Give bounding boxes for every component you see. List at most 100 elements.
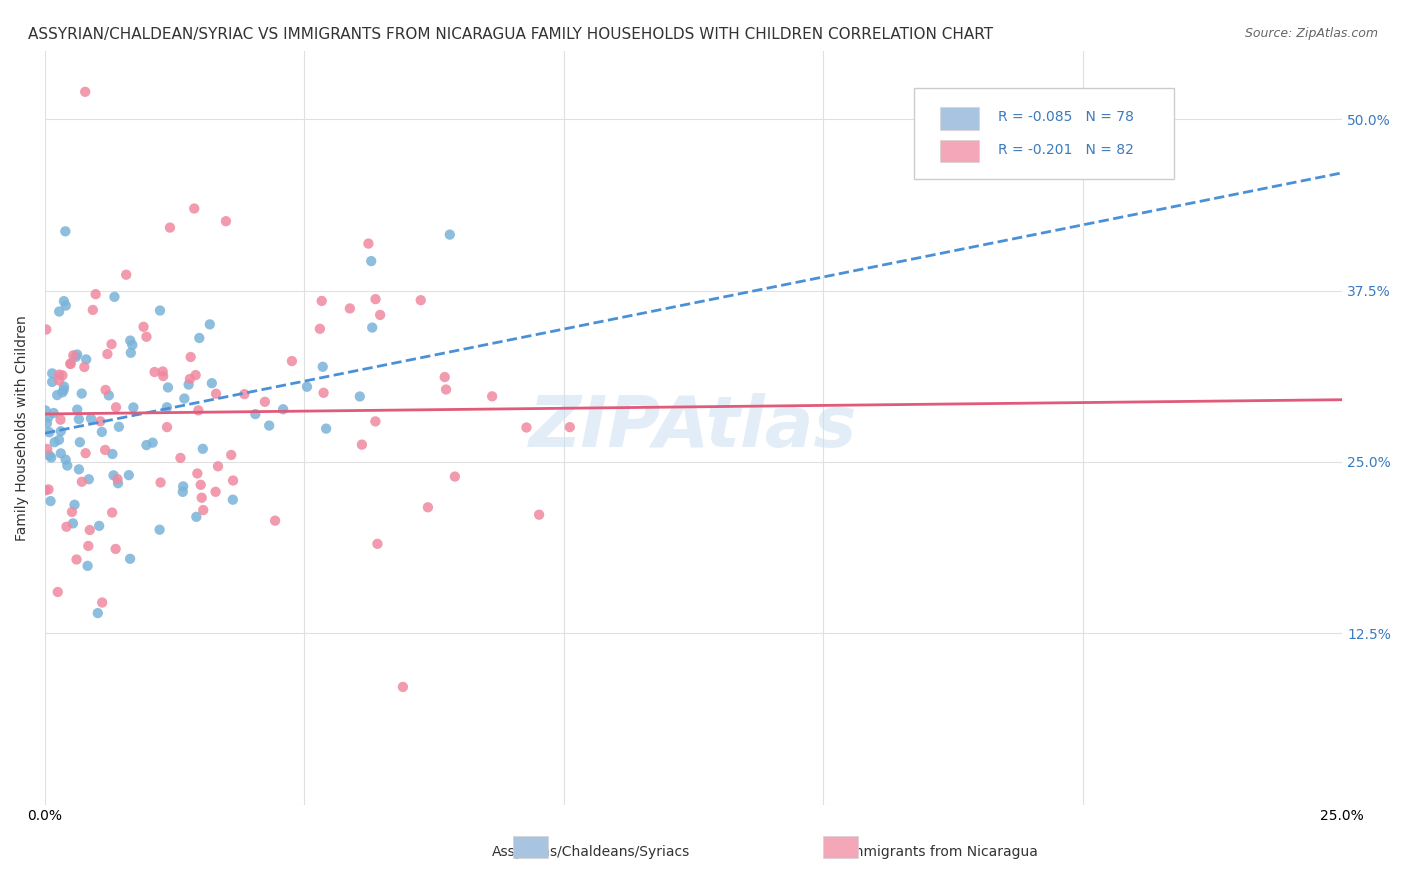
Point — [48, 374, 70, 388]
Point — [188, 331, 211, 345]
Point — [191, 442, 214, 456]
FancyBboxPatch shape — [941, 140, 979, 162]
Point — [89, 414, 111, 428]
Point — [87, 606, 110, 620]
Point — [135, 330, 157, 344]
Point — [121, 338, 143, 352]
Point — [558, 420, 581, 434]
Text: Immigrants from Nicaragua: Immigrants from Nicaragua — [846, 846, 1038, 859]
Point — [118, 468, 141, 483]
Point — [156, 420, 179, 434]
Point — [183, 202, 205, 216]
Point — [152, 364, 174, 378]
Point — [42, 406, 65, 420]
Point — [312, 359, 335, 374]
Point — [77, 539, 100, 553]
Point — [107, 476, 129, 491]
Point — [48, 433, 70, 447]
Point — [219, 448, 242, 462]
Point — [392, 680, 415, 694]
Point — [159, 220, 181, 235]
Point — [180, 350, 202, 364]
Point — [143, 365, 166, 379]
Point — [49, 424, 72, 438]
Point — [67, 462, 90, 476]
Point — [38, 449, 60, 463]
Point — [75, 446, 97, 460]
Point — [48, 304, 70, 318]
Point — [222, 492, 245, 507]
Point — [35, 417, 58, 431]
Point — [37, 410, 59, 425]
Point — [84, 287, 107, 301]
Point — [53, 379, 76, 393]
Point — [122, 401, 145, 415]
Point — [115, 268, 138, 282]
Point — [120, 346, 142, 360]
Point — [76, 558, 98, 573]
Point — [75, 352, 97, 367]
Point — [364, 292, 387, 306]
Point — [433, 370, 456, 384]
Point — [55, 520, 77, 534]
Point — [295, 380, 318, 394]
Point — [69, 435, 91, 450]
Point — [53, 224, 76, 238]
Point — [186, 467, 208, 481]
Point — [315, 422, 337, 436]
Point — [142, 435, 165, 450]
Point — [361, 320, 384, 334]
Point — [46, 388, 69, 402]
Point — [201, 376, 224, 391]
Point — [264, 514, 287, 528]
Point — [38, 483, 60, 497]
Point — [65, 552, 87, 566]
Point — [37, 442, 59, 456]
Point — [364, 414, 387, 428]
Point — [207, 459, 229, 474]
Point — [184, 368, 207, 383]
Point — [515, 420, 537, 434]
Point — [190, 478, 212, 492]
Point — [66, 402, 89, 417]
Point — [44, 435, 66, 450]
Point — [55, 299, 77, 313]
Point — [49, 412, 72, 426]
Point — [149, 523, 172, 537]
Point — [75, 85, 97, 99]
Point — [56, 458, 79, 473]
Point — [257, 418, 280, 433]
Point — [94, 442, 117, 457]
Text: ZIPAtlas: ZIPAtlas — [530, 393, 858, 462]
Point — [156, 401, 179, 415]
Point — [77, 472, 100, 486]
Point — [34, 403, 56, 417]
Point — [309, 322, 332, 336]
Point — [105, 401, 128, 415]
Point — [35, 322, 58, 336]
Point — [527, 508, 550, 522]
Point — [94, 383, 117, 397]
FancyBboxPatch shape — [914, 88, 1174, 179]
Point — [66, 347, 89, 361]
Point — [312, 385, 335, 400]
Point — [35, 483, 58, 498]
Point — [39, 494, 62, 508]
Point — [41, 375, 63, 389]
Point — [55, 452, 77, 467]
Point — [46, 585, 69, 599]
Point — [190, 491, 212, 505]
Point — [349, 389, 371, 403]
Point — [63, 498, 86, 512]
Point — [82, 302, 104, 317]
Point — [149, 475, 172, 490]
Point — [281, 354, 304, 368]
Point — [177, 377, 200, 392]
Point — [104, 541, 127, 556]
Point — [193, 503, 215, 517]
Point — [67, 412, 90, 426]
Point — [48, 368, 70, 382]
Text: Assyrians/Chaldeans/Syriacs: Assyrians/Chaldeans/Syriacs — [491, 846, 690, 859]
Point — [51, 368, 73, 383]
Point — [41, 367, 63, 381]
